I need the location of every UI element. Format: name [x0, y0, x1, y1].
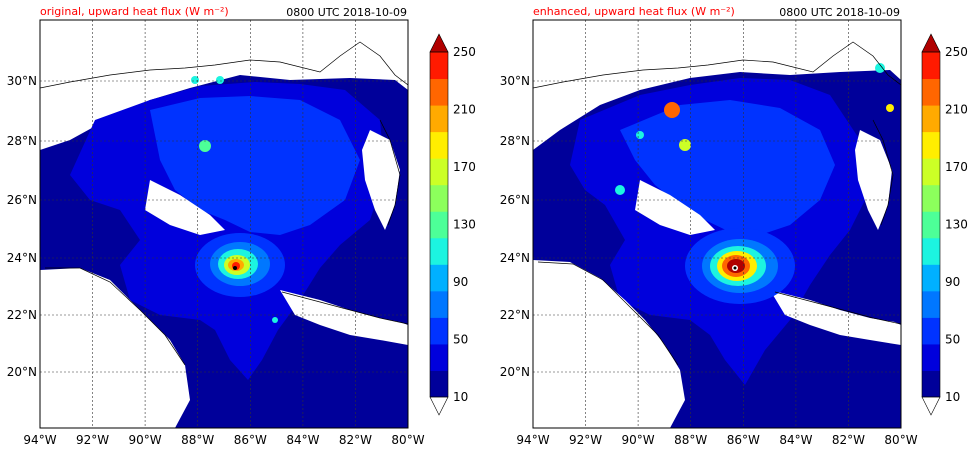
lon-tick: 88°W — [674, 433, 707, 447]
map-frame — [532, 19, 902, 429]
lat-tick-labels: 30°N 28°N 26°N 24°N 22°N 20°N — [500, 74, 530, 379]
panel-title-original: original, upward heat flux (W m⁻²) — [40, 5, 229, 18]
colorbar-tick-label: 170 — [945, 160, 968, 174]
lat-tick-labels: 30°N 28°N 26°N 24°N 22°N 20°N — [7, 74, 37, 379]
colorbar-bin — [922, 184, 940, 212]
heat-flux-field — [533, 20, 901, 428]
colorbar-tick-label: 10 — [453, 390, 468, 404]
colorbar-extend-min — [429, 396, 449, 416]
heat-flux-field — [40, 20, 408, 428]
map-panel-original: 94°W 92°W 90°W 88°W 86°W 84°W 82°W 80°W … — [7, 19, 425, 447]
lon-tick: 84°W — [286, 433, 319, 447]
colorbar-bin — [922, 158, 940, 186]
graticule — [40, 20, 408, 428]
colorbar-tick-label: 210 — [945, 103, 968, 117]
colorbar-tick-label: 50 — [453, 333, 468, 347]
colorbar-bin — [430, 131, 448, 159]
colorbar-extend-max — [921, 33, 941, 53]
colorbar-extend-min — [921, 396, 941, 416]
colorbar-tick-label: 210 — [453, 103, 476, 117]
colorbar-bin — [430, 158, 448, 186]
colorbar-outline — [429, 51, 449, 398]
colorbar-extend-max — [429, 33, 449, 53]
lon-tick: 90°W — [622, 433, 655, 447]
coastline — [40, 41, 408, 366]
colorbar-bin — [922, 131, 940, 159]
colorbar-tick-label: 130 — [453, 218, 476, 232]
colorbar-bin — [430, 343, 448, 371]
colorbar-bin — [430, 317, 448, 345]
map-panel-enhanced: 94°W 92°W 90°W 88°W 86°W 84°W 82°W 80°W … — [500, 19, 918, 447]
lon-tick: 86°W — [727, 433, 760, 447]
colorbar-bin — [430, 78, 448, 106]
colorbar-bin — [922, 237, 940, 265]
colorbar-bin — [922, 370, 940, 398]
lon-tick-labels: 94°W 92°W 90°W 88°W 86°W 84°W 82°W 80°W — [516, 433, 917, 447]
lon-tick: 80°W — [884, 433, 917, 447]
colorbar-bin — [430, 370, 448, 398]
lon-tick: 94°W — [516, 433, 549, 447]
lon-tick: 82°W — [832, 433, 865, 447]
panel-title-enhanced: enhanced, upward heat flux (W m⁻²) — [533, 5, 735, 18]
panel-time-enhanced: 0800 UTC 2018-10-09 — [779, 6, 900, 19]
lat-tick: 22°N — [500, 308, 530, 322]
colorbar-tick-label: 50 — [945, 333, 960, 347]
colorbar-bin — [922, 317, 940, 345]
colorbar-bin — [922, 52, 940, 80]
lat-tick: 26°N — [7, 193, 37, 207]
colorbar-bin — [430, 264, 448, 292]
graticule — [533, 20, 901, 428]
colorbar-tick-label: 170 — [453, 160, 476, 174]
panel-time-original: 0800 UTC 2018-10-09 — [286, 6, 407, 19]
colorbar-bin — [922, 290, 940, 318]
colorbar-bin — [922, 211, 940, 239]
lon-tick: 88°W — [181, 433, 214, 447]
lon-tick-labels: 94°W 92°W 90°W 88°W 86°W 84°W 82°W 80°W — [23, 433, 424, 447]
lon-tick: 94°W — [23, 433, 56, 447]
lat-tick: 22°N — [7, 308, 37, 322]
colorbar-tick-label: 250 — [945, 45, 968, 59]
lon-tick: 92°W — [569, 433, 602, 447]
colorbar-bin — [430, 52, 448, 80]
lon-tick: 92°W — [76, 433, 109, 447]
colorbar-bin — [430, 237, 448, 265]
colorbar-tick-label: 250 — [453, 45, 476, 59]
colorbar-bin — [430, 290, 448, 318]
coastline — [533, 41, 901, 366]
lat-tick: 24°N — [500, 251, 530, 265]
colorbar-bin — [922, 264, 940, 292]
lat-tick: 28°N — [500, 134, 530, 148]
map-frame — [39, 19, 409, 429]
lon-tick: 84°W — [779, 433, 812, 447]
colorbar-tick-label: 130 — [945, 218, 968, 232]
colorbar-original: 250 210 170 130 90 50 10 — [429, 33, 476, 416]
colorbar-bin — [430, 105, 448, 133]
colorbar-enhanced: 250 210 170 130 90 50 10 — [921, 33, 968, 416]
lon-tick: 86°W — [234, 433, 267, 447]
lat-tick: 30°N — [7, 74, 37, 88]
lon-tick: 90°W — [129, 433, 162, 447]
lat-tick: 26°N — [500, 193, 530, 207]
colorbar-tick-label: 90 — [453, 275, 468, 289]
lat-tick: 24°N — [7, 251, 37, 265]
lon-tick: 80°W — [391, 433, 424, 447]
colorbar-bin — [922, 105, 940, 133]
lat-tick: 30°N — [500, 74, 530, 88]
colorbar-bin — [922, 78, 940, 106]
colorbar-bin — [430, 211, 448, 239]
colorbar-bin — [430, 184, 448, 212]
colorbar-tick-label: 10 — [945, 390, 960, 404]
lat-tick: 20°N — [500, 365, 530, 379]
lon-tick: 82°W — [339, 433, 372, 447]
colorbar-outline — [921, 51, 941, 398]
colorbar-bin — [922, 343, 940, 371]
lat-tick: 20°N — [7, 365, 37, 379]
colorbar-tick-label: 90 — [945, 275, 960, 289]
lat-tick: 28°N — [7, 134, 37, 148]
